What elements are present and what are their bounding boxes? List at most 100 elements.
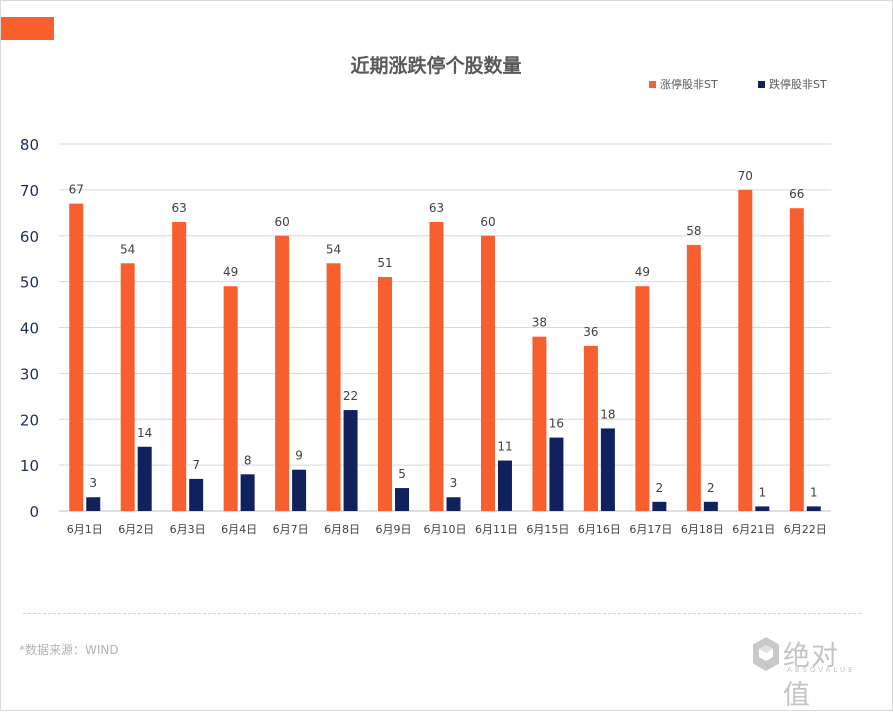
legend-label-limit-up: 涨停股非ST bbox=[660, 78, 718, 91]
bar-limit-up bbox=[583, 345, 598, 511]
legend-swatch-limit-up bbox=[649, 80, 656, 88]
legend-swatch-limit-down bbox=[758, 80, 765, 88]
data-label: 5 bbox=[398, 467, 406, 481]
bar-limit-up bbox=[635, 286, 650, 511]
x-tick-label: 6月11日 bbox=[475, 523, 518, 536]
bar-limit-up bbox=[378, 277, 393, 511]
data-label: 67 bbox=[69, 183, 84, 197]
bar-limit-up bbox=[738, 189, 753, 511]
data-label: 2 bbox=[707, 481, 715, 495]
bar-limit-down bbox=[343, 410, 358, 511]
footer-divider bbox=[23, 613, 861, 614]
y-tick-label: 50 bbox=[20, 274, 39, 292]
bar-limit-down bbox=[137, 446, 152, 511]
y-tick-label: 40 bbox=[20, 320, 39, 338]
data-label: 63 bbox=[429, 201, 444, 215]
hexagon-cube-icon bbox=[753, 637, 779, 671]
logo-text: 绝对值 bbox=[783, 641, 839, 711]
x-tick-label: 6月22日 bbox=[784, 523, 827, 536]
data-label: 3 bbox=[89, 476, 97, 490]
data-label: 3 bbox=[450, 476, 458, 490]
legend-label-limit-down: 跌停股非ST bbox=[769, 78, 827, 91]
data-label: 11 bbox=[497, 440, 512, 454]
y-tick-label: 80 bbox=[20, 136, 39, 154]
bar-limit-down bbox=[600, 428, 615, 511]
bar-limit-down bbox=[446, 497, 461, 511]
data-label: 36 bbox=[583, 325, 598, 339]
data-label: 49 bbox=[635, 265, 650, 279]
data-label: 38 bbox=[532, 316, 547, 330]
data-label: 22 bbox=[343, 389, 358, 403]
brand-logo: 绝对值 ABSOVALUE bbox=[751, 634, 863, 711]
bar-limit-down bbox=[652, 501, 667, 511]
data-label: 1 bbox=[810, 485, 818, 499]
y-tick-label: 70 bbox=[20, 182, 39, 200]
data-label: 66 bbox=[789, 187, 804, 201]
bar-limit-down bbox=[755, 506, 770, 511]
bar-limit-up bbox=[429, 221, 444, 512]
bar-limit-up bbox=[326, 263, 341, 511]
x-tick-label: 6月17日 bbox=[629, 523, 672, 536]
x-tick-label: 6月1日 bbox=[67, 523, 103, 536]
x-tick-label: 6月8日 bbox=[324, 523, 360, 536]
bar-limit-up bbox=[480, 235, 495, 511]
bar-limit-up bbox=[223, 286, 238, 511]
data-label: 1 bbox=[758, 485, 766, 499]
bar-chart: 0 10 20 30 40 50 60 70 80 67 3 6月1日 54 14 6月2日 63 7 6月3日 4… bbox=[20, 136, 831, 536]
x-tick-label: 6月15日 bbox=[526, 523, 569, 536]
data-label: 58 bbox=[686, 224, 701, 238]
legend-item-limit-up: 涨停股非ST bbox=[649, 76, 718, 92]
x-tick-label: 6月9日 bbox=[376, 523, 412, 536]
data-label: 49 bbox=[223, 265, 238, 279]
x-tick-label: 6月7日 bbox=[273, 523, 309, 536]
x-tick-label: 6月10日 bbox=[424, 523, 467, 536]
bar-limit-down bbox=[86, 497, 101, 511]
data-label: 8 bbox=[244, 453, 252, 467]
data-label: 14 bbox=[137, 426, 152, 440]
bar-limit-down bbox=[240, 474, 255, 511]
data-label: 63 bbox=[172, 201, 187, 215]
bar-limit-up bbox=[532, 336, 547, 511]
data-label: 9 bbox=[295, 449, 303, 463]
bar-limit-up bbox=[172, 221, 187, 512]
y-tick-label: 10 bbox=[20, 457, 39, 475]
chart-title: 近期涨跌停个股数量 bbox=[350, 55, 522, 77]
logo-subtext: ABSOVALUE bbox=[787, 666, 856, 674]
data-label: 60 bbox=[274, 215, 289, 229]
data-label: 7 bbox=[192, 458, 200, 472]
bar-limit-down bbox=[292, 469, 307, 511]
bar-limit-down bbox=[497, 460, 512, 511]
data-label: 54 bbox=[326, 242, 341, 256]
y-tick-label: 0 bbox=[29, 503, 39, 521]
accent-tab bbox=[1, 17, 54, 40]
y-tick-label: 60 bbox=[20, 228, 39, 246]
bar-limit-up bbox=[789, 208, 804, 511]
data-label: 70 bbox=[738, 169, 753, 183]
legend-item-limit-down: 跌停股非ST bbox=[758, 76, 827, 92]
x-tick-label: 6月3日 bbox=[170, 523, 206, 536]
data-label: 2 bbox=[656, 481, 664, 495]
bar-limit-down bbox=[189, 478, 204, 511]
data-label: 18 bbox=[600, 407, 615, 421]
bar-limit-down bbox=[549, 437, 564, 511]
bar-limit-up bbox=[686, 244, 701, 512]
data-label: 60 bbox=[480, 215, 495, 229]
y-tick-label: 30 bbox=[20, 365, 39, 383]
bar-limit-up bbox=[120, 263, 135, 511]
x-tick-label: 6月18日 bbox=[681, 523, 724, 536]
x-tick-label: 6月2日 bbox=[118, 523, 154, 536]
x-tick-label: 6月16日 bbox=[578, 523, 621, 536]
bar-limit-down bbox=[703, 501, 718, 511]
data-source: *数据来源：WIND bbox=[19, 643, 119, 657]
data-label: 16 bbox=[549, 417, 564, 431]
data-label: 51 bbox=[377, 256, 392, 270]
x-tick-label: 6月4日 bbox=[221, 523, 257, 536]
bar-limit-up bbox=[275, 235, 290, 511]
bar-limit-down bbox=[395, 488, 410, 511]
bar-limit-down bbox=[806, 506, 821, 511]
y-tick-label: 20 bbox=[20, 411, 39, 429]
data-label: 54 bbox=[120, 242, 135, 256]
bar-limit-up bbox=[69, 203, 84, 511]
x-tick-label: 6月21日 bbox=[732, 523, 775, 536]
